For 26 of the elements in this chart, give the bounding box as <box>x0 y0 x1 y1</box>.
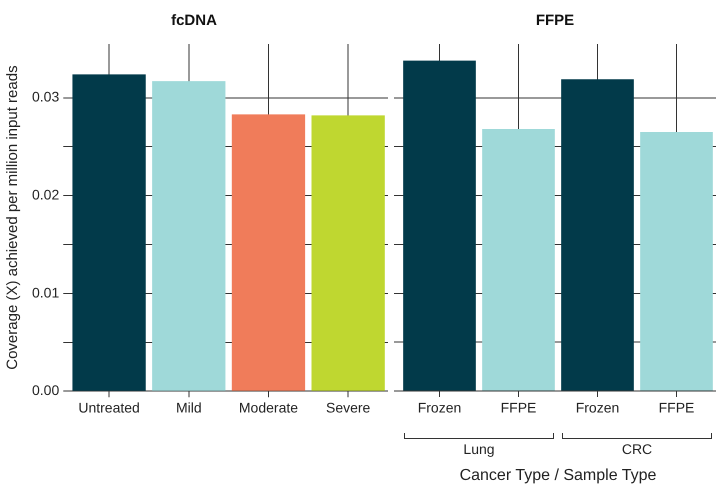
bar <box>152 81 226 391</box>
x-tick-label: Mild <box>176 399 202 416</box>
bar <box>403 60 476 390</box>
chart-title: fcDNA <box>171 12 218 30</box>
text: CRC <box>620 441 654 457</box>
y-tick-label: 0.01 <box>32 284 60 300</box>
x-tick-label: Frozen <box>418 399 462 416</box>
bar <box>312 115 385 391</box>
bar <box>72 74 146 391</box>
bar <box>561 79 634 390</box>
bar <box>482 129 555 390</box>
y-axis-title: Coverage (X) achieved per million input reads <box>4 65 22 370</box>
x-tick-label: Untreated <box>78 399 140 416</box>
bar <box>232 114 306 391</box>
x-tick-label: FFPE <box>500 399 536 416</box>
x-axis-title: Cancer Type / Sample Type <box>460 466 657 484</box>
y-tick-label: 0.00 <box>32 382 60 398</box>
x-tick-label: Frozen <box>576 399 620 416</box>
chart-title: FFPE <box>536 12 574 30</box>
x-tick-label: FFPE <box>658 399 694 416</box>
y-tick-label: 0.03 <box>32 88 60 105</box>
bar <box>640 132 713 390</box>
x-tick-label: Severe <box>326 399 371 416</box>
x-tick-label: Moderate <box>238 399 298 416</box>
y-tick-label: 0.02 <box>32 186 60 202</box>
text: Lung <box>462 441 496 457</box>
